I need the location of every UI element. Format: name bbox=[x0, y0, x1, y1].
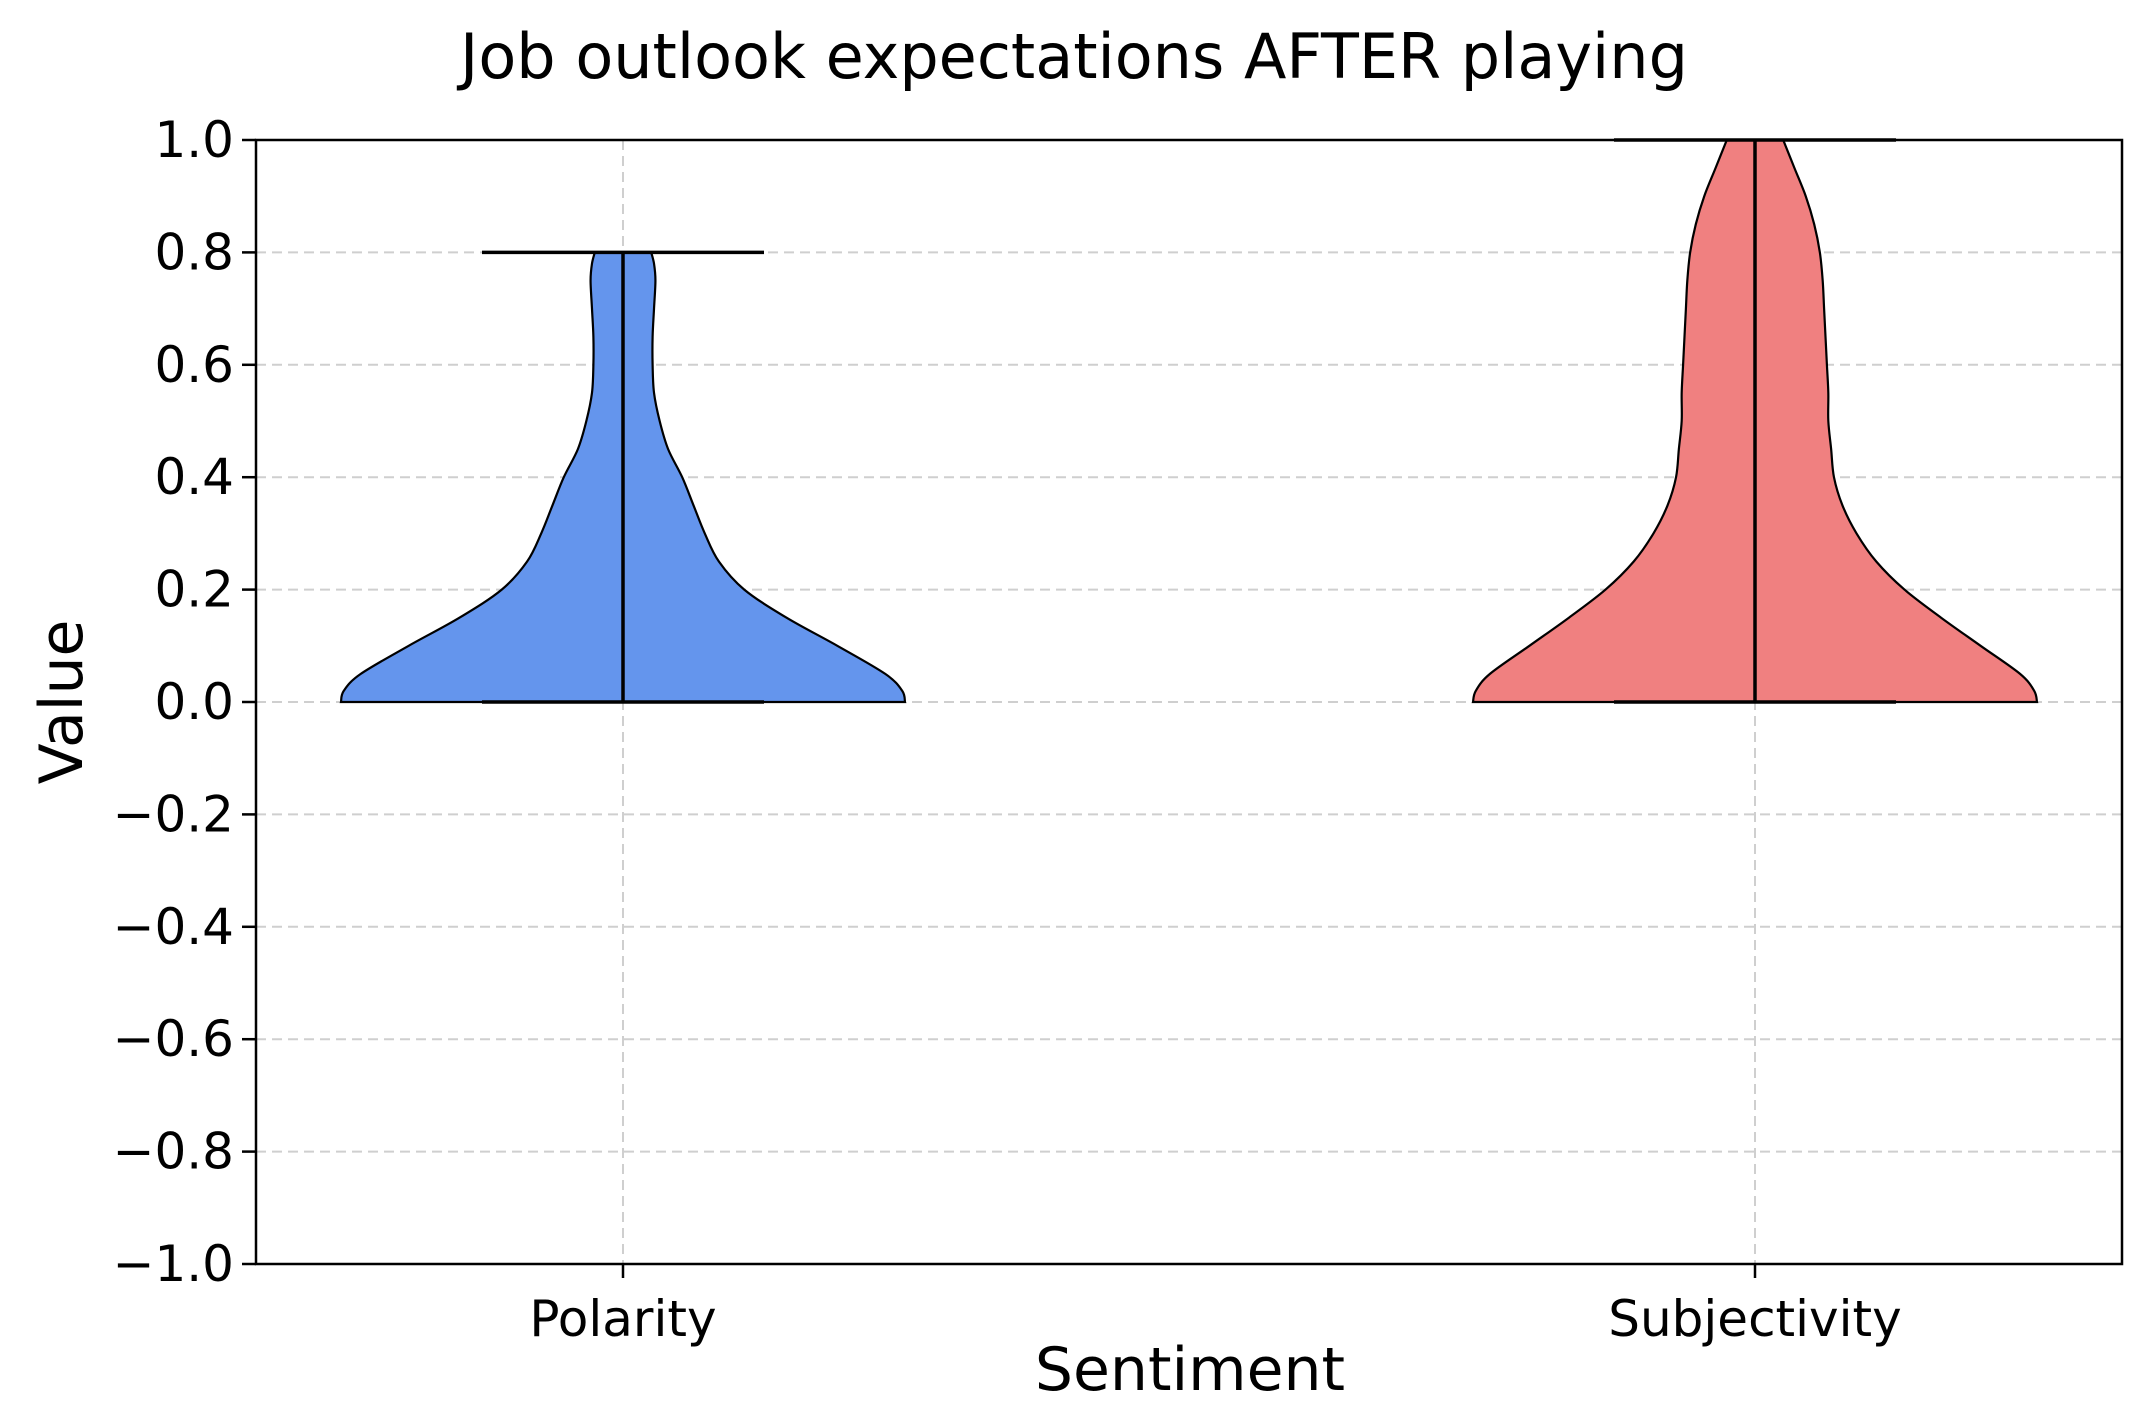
x-tick-label: Subjectivity bbox=[1608, 1290, 1901, 1348]
x-tick-label: Polarity bbox=[529, 1290, 716, 1348]
y-tick-label: 0.0 bbox=[154, 673, 234, 731]
y-tick-label: 0.8 bbox=[154, 223, 234, 281]
x-axis-ticks: Polarity Subjectivity bbox=[529, 1264, 1902, 1348]
y-tick-label: −0.6 bbox=[113, 1010, 234, 1068]
chart-title: Job outlook expectations AFTER playing bbox=[456, 20, 1688, 93]
y-tick-label: 0.4 bbox=[154, 448, 234, 506]
violin-layer bbox=[339, 138, 2039, 704]
y-axis-ticks: −1.0 −0.8 −0.6 −0.4 −0.2 0.0 0.2 0.4 0.6 0.8 1.0 bbox=[113, 111, 256, 1293]
y-tick-label: 0.2 bbox=[154, 561, 234, 619]
y-tick-label: −0.2 bbox=[113, 785, 234, 843]
y-axis-label: Value bbox=[27, 620, 97, 785]
y-tick-label: −0.8 bbox=[113, 1123, 234, 1181]
y-tick-label: −0.4 bbox=[113, 898, 234, 956]
x-axis-label: Sentiment bbox=[1035, 1335, 1345, 1405]
y-tick-label: −1.0 bbox=[113, 1235, 234, 1293]
y-tick-label: 0.6 bbox=[154, 336, 234, 394]
y-tick-label: 1.0 bbox=[154, 111, 234, 169]
